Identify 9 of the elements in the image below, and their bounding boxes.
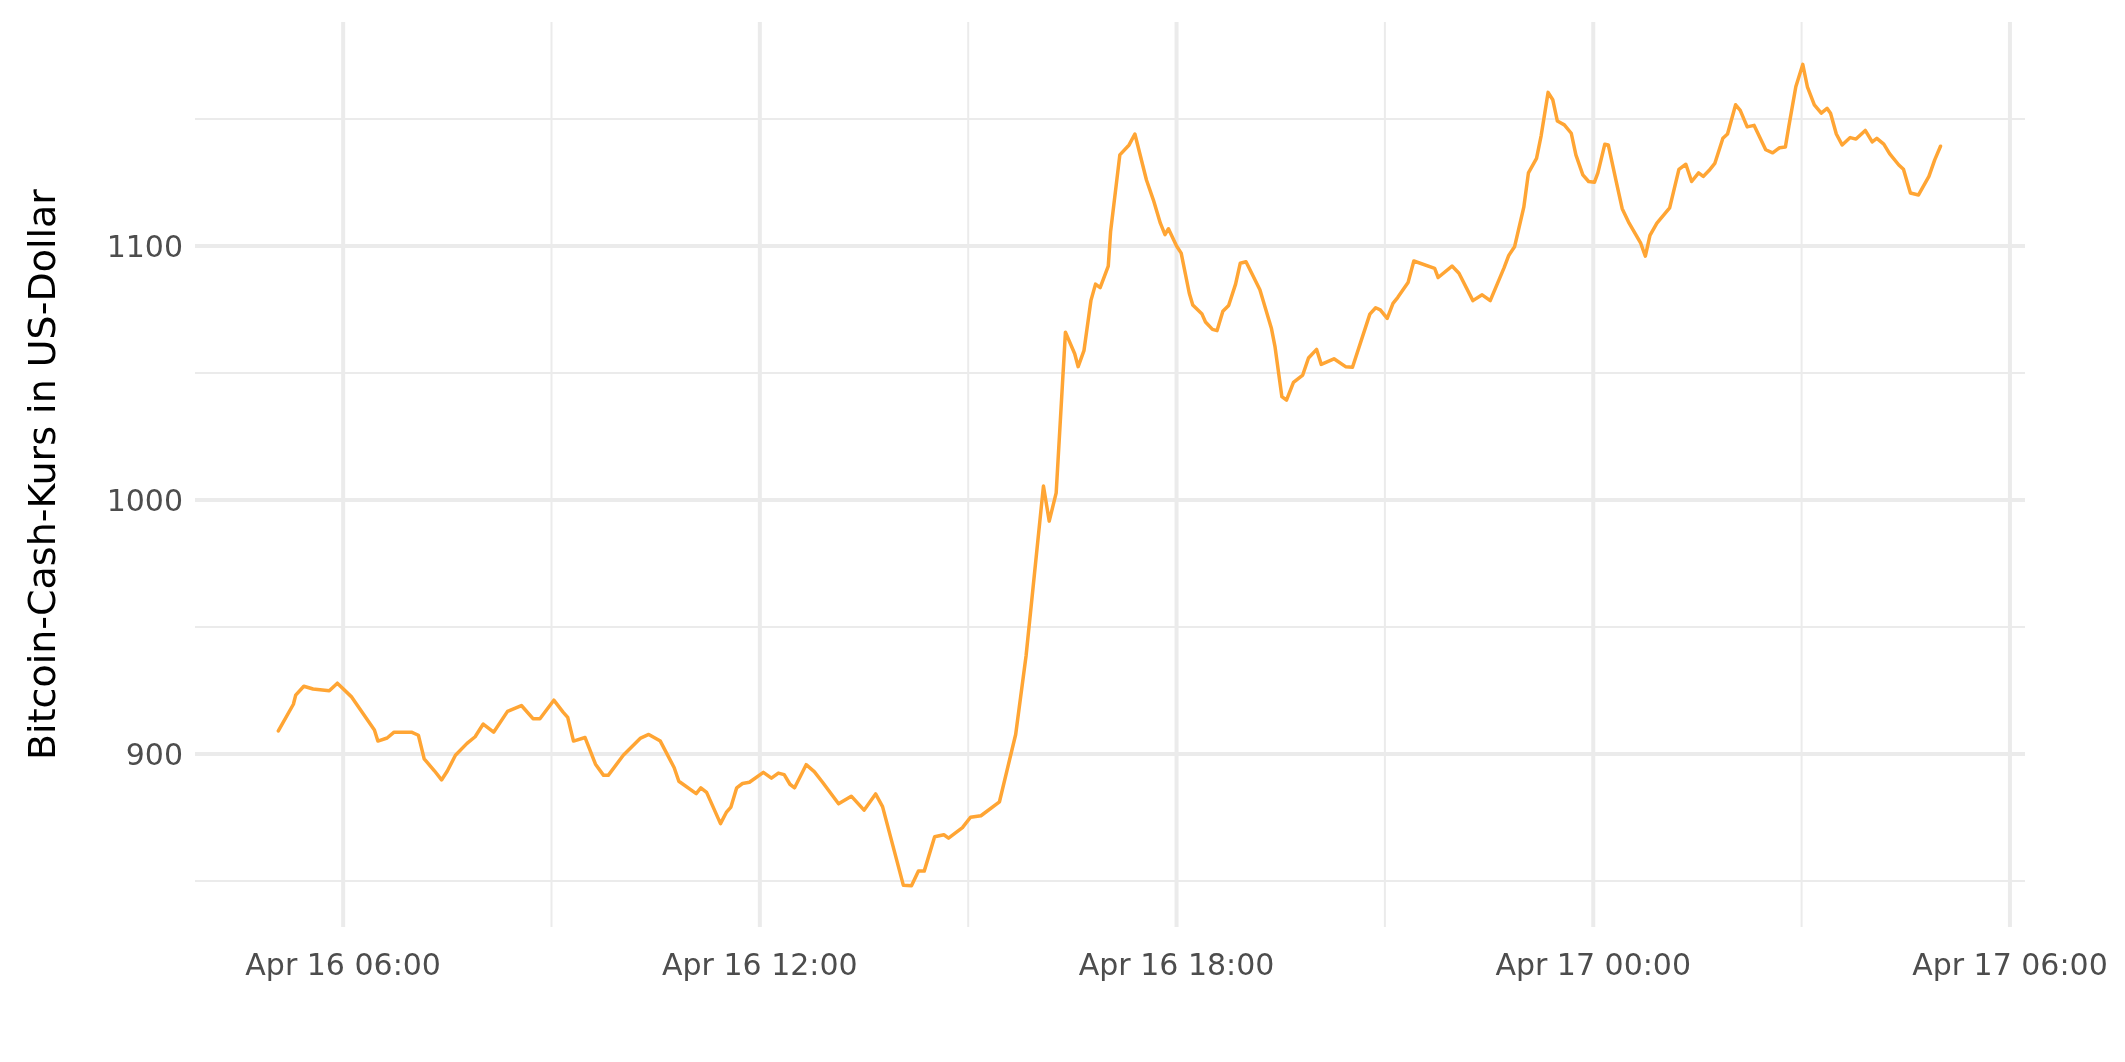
y-tick-label: 1100	[106, 228, 183, 264]
x-tick-label: Apr 17 06:00	[1912, 947, 2108, 982]
x-tick-label: Apr 17 00:00	[1495, 947, 1692, 982]
y-tick-label: 1000	[106, 482, 183, 518]
x-tick-label: Apr 16 06:00	[245, 947, 441, 982]
y-axis-title: Bitcoin-Cash-Kurs in US-Dollar	[20, 188, 64, 760]
x-tick-label: Apr 16 18:00	[1078, 947, 1275, 982]
x-tick-label: Apr 16 12:00	[662, 947, 858, 982]
y-tick-label: 900	[125, 736, 183, 772]
